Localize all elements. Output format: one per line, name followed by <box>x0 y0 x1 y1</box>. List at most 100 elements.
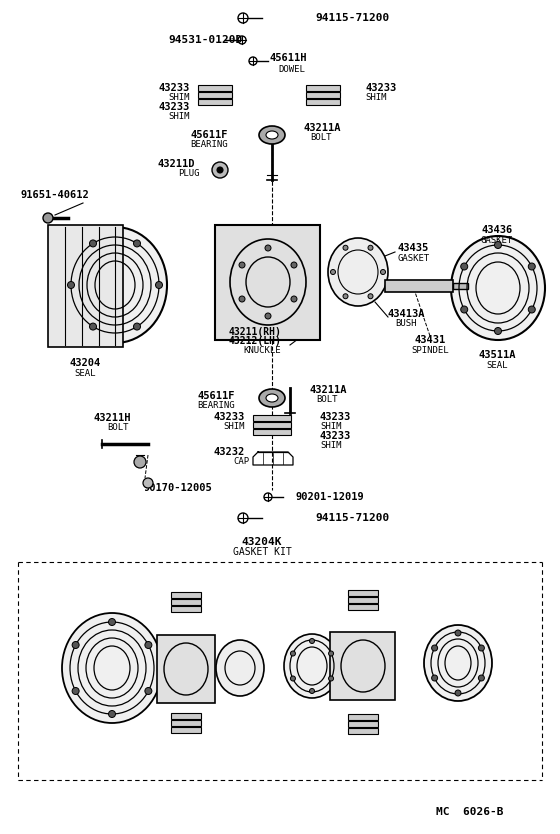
Ellipse shape <box>133 323 141 330</box>
Text: 90170-12005: 90170-12005 <box>143 483 212 493</box>
Bar <box>171 606 201 612</box>
Ellipse shape <box>478 675 484 681</box>
Text: 43211D: 43211D <box>157 159 195 169</box>
Ellipse shape <box>109 711 115 717</box>
Ellipse shape <box>134 456 146 468</box>
Ellipse shape <box>216 640 264 696</box>
Ellipse shape <box>329 651 334 656</box>
Bar <box>306 92 340 98</box>
Ellipse shape <box>451 236 545 340</box>
Text: 94115-71200: 94115-71200 <box>315 513 389 523</box>
Bar <box>348 721 378 727</box>
Text: SHIM: SHIM <box>169 93 190 102</box>
Bar <box>253 422 291 428</box>
Text: 90201-12019: 90201-12019 <box>296 492 365 502</box>
Bar <box>348 597 378 603</box>
Text: 43204K: 43204K <box>242 537 282 547</box>
Ellipse shape <box>62 613 162 723</box>
Ellipse shape <box>145 687 152 695</box>
Text: 45611H: 45611H <box>270 53 307 63</box>
Text: SHIM: SHIM <box>169 112 190 120</box>
Ellipse shape <box>494 328 502 334</box>
Text: BOLT: BOLT <box>316 394 338 404</box>
Bar <box>348 728 378 734</box>
Ellipse shape <box>265 313 271 319</box>
Ellipse shape <box>343 245 348 250</box>
Text: 43431: 43431 <box>414 335 446 345</box>
Bar <box>253 429 291 435</box>
Ellipse shape <box>284 634 340 698</box>
Ellipse shape <box>291 651 296 656</box>
Ellipse shape <box>368 294 373 299</box>
Bar <box>253 415 291 421</box>
Ellipse shape <box>424 625 492 701</box>
Text: 43436: 43436 <box>482 225 512 235</box>
Ellipse shape <box>156 282 162 289</box>
Ellipse shape <box>368 245 373 250</box>
Ellipse shape <box>432 675 437 681</box>
Bar <box>157 635 215 703</box>
Ellipse shape <box>291 296 297 302</box>
Ellipse shape <box>145 641 152 649</box>
Bar <box>171 727 201 733</box>
Ellipse shape <box>461 306 468 313</box>
Text: 43233: 43233 <box>158 102 190 112</box>
Text: BOLT: BOLT <box>310 133 332 142</box>
Text: PLUG: PLUG <box>179 168 200 178</box>
Text: 43211A: 43211A <box>303 123 340 133</box>
Text: 43211H: 43211H <box>94 413 130 423</box>
Text: 43233: 43233 <box>365 83 396 93</box>
Text: SHIM: SHIM <box>223 421 245 430</box>
Bar <box>198 92 232 98</box>
Text: SPINDEL: SPINDEL <box>411 345 449 354</box>
Text: 43233: 43233 <box>320 431 351 441</box>
Bar <box>171 599 201 605</box>
Text: SEAL: SEAL <box>74 369 96 378</box>
Bar <box>385 280 453 292</box>
Bar <box>348 604 378 610</box>
Ellipse shape <box>291 676 296 681</box>
Ellipse shape <box>310 639 315 644</box>
Ellipse shape <box>239 262 245 268</box>
Bar <box>171 720 201 726</box>
Text: 43211(RH): 43211(RH) <box>228 327 282 337</box>
Ellipse shape <box>90 323 96 330</box>
Ellipse shape <box>143 478 153 488</box>
Text: BEARING: BEARING <box>190 139 228 148</box>
Text: 43511A: 43511A <box>478 350 516 360</box>
Ellipse shape <box>239 296 245 302</box>
Ellipse shape <box>455 630 461 636</box>
Ellipse shape <box>528 263 535 270</box>
Ellipse shape <box>266 131 278 139</box>
Text: SHIM: SHIM <box>320 440 342 450</box>
Bar <box>348 590 378 596</box>
Ellipse shape <box>72 687 79 695</box>
Ellipse shape <box>330 269 335 274</box>
Text: 43413A: 43413A <box>388 309 426 319</box>
Bar <box>306 99 340 105</box>
Text: BEARING: BEARING <box>197 400 235 409</box>
Text: 45611F: 45611F <box>190 130 228 140</box>
Text: 43232: 43232 <box>214 447 245 457</box>
Ellipse shape <box>90 240 96 247</box>
Text: 43211A: 43211A <box>310 385 348 395</box>
Text: GASKET KIT: GASKET KIT <box>232 547 291 557</box>
Bar <box>306 85 340 91</box>
Ellipse shape <box>380 269 385 274</box>
Ellipse shape <box>310 689 315 694</box>
Ellipse shape <box>259 389 285 407</box>
Ellipse shape <box>265 245 271 251</box>
Text: BOLT: BOLT <box>108 423 129 431</box>
Ellipse shape <box>266 394 278 402</box>
Bar <box>171 592 201 598</box>
Ellipse shape <box>478 645 484 651</box>
Bar <box>198 85 232 91</box>
Ellipse shape <box>329 676 334 681</box>
Text: 94531-0120D: 94531-0120D <box>168 35 242 45</box>
Text: 43435: 43435 <box>398 243 430 253</box>
Text: KNUCKLE: KNUCKLE <box>243 345 281 354</box>
Ellipse shape <box>291 262 297 268</box>
Bar <box>198 99 232 105</box>
Ellipse shape <box>133 240 141 247</box>
Text: 94115-71200: 94115-71200 <box>315 13 389 23</box>
